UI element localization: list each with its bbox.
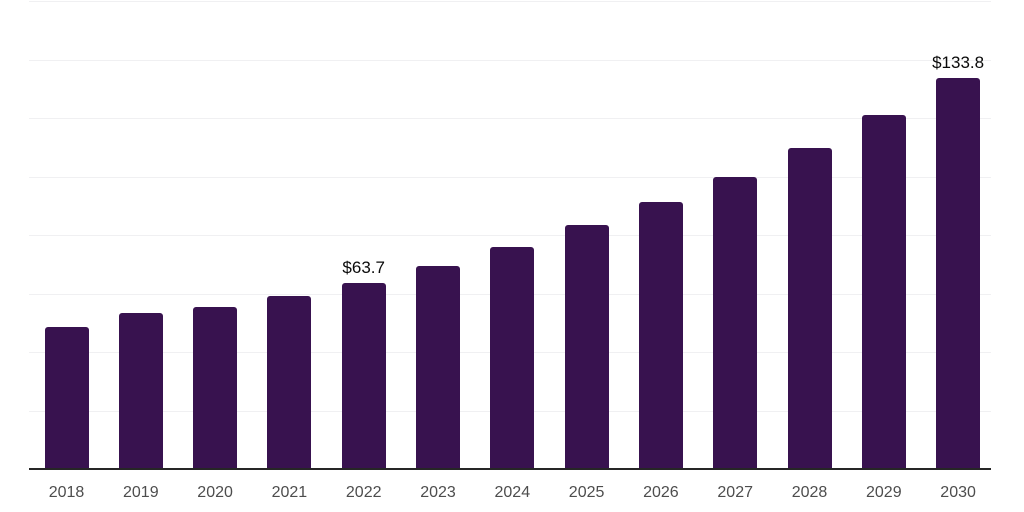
bar-2025 — [564, 225, 609, 469]
x-tick-2022: 2022 — [345, 484, 382, 501]
data-label-2022: $63.7 — [342, 257, 385, 277]
bar-2022 — [341, 282, 386, 469]
bar-2027 — [713, 177, 758, 469]
x-tick-2024: 2024 — [494, 484, 531, 501]
x-tick-2026: 2026 — [643, 484, 679, 501]
bar-2029 — [861, 115, 906, 469]
bar-2024 — [490, 247, 535, 469]
x-tick-2019: 2019 — [123, 484, 159, 501]
gridline-80 — [29, 235, 991, 236]
x-tick-2028: 2028 — [791, 484, 828, 501]
bar-2018 — [44, 327, 89, 469]
x-tick-2029: 2029 — [866, 484, 902, 501]
gridline-120 — [29, 118, 991, 119]
x-tick-2027: 2027 — [717, 484, 753, 501]
bar-2023 — [416, 266, 460, 469]
bar-2021 — [267, 296, 312, 469]
gridline-140 — [29, 59, 991, 61]
bar-2020 — [193, 306, 238, 469]
x-tick-2025: 2025 — [568, 484, 605, 501]
data-label-2030: $133.8 — [932, 52, 985, 72]
x-tick-2020: 2020 — [197, 484, 233, 501]
bar-2030 — [936, 77, 981, 469]
bar-2028 — [787, 148, 832, 469]
x-tick-2030: 2030 — [940, 484, 976, 501]
x-tick-2021: 2021 — [271, 484, 308, 501]
bar-2026 — [638, 201, 683, 469]
bar-2019 — [118, 313, 163, 469]
gridline-160 — [29, 1, 991, 2]
gridline-100 — [29, 176, 991, 178]
x-axis-line — [29, 468, 991, 470]
x-tick-2023: 2023 — [420, 484, 456, 501]
plot-area: $63.7 $133.8 — [29, 1, 991, 470]
x-tick-2018: 2018 — [48, 484, 85, 501]
